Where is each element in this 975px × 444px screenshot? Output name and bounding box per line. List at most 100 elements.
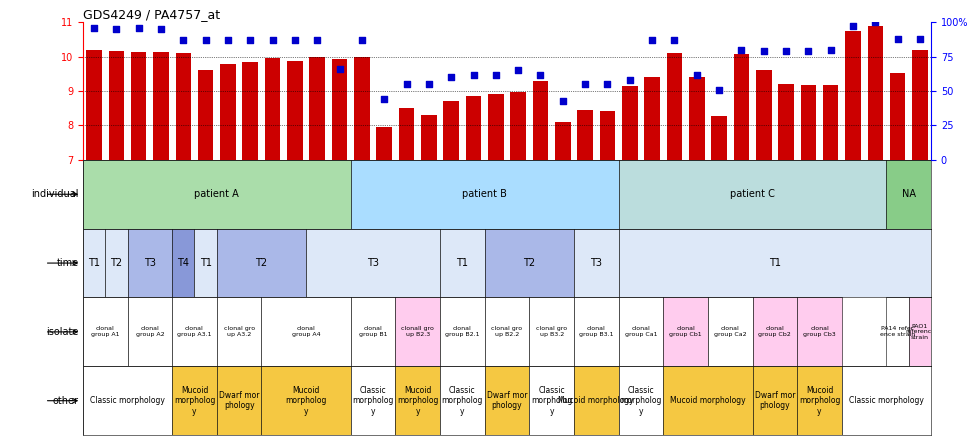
Text: Dwarf mor
phology: Dwarf mor phology bbox=[487, 391, 527, 410]
Point bbox=[800, 48, 816, 55]
Text: clonal
group A4: clonal group A4 bbox=[292, 326, 321, 337]
Text: time: time bbox=[57, 258, 79, 268]
Bar bbox=[216, 297, 261, 366]
Point bbox=[756, 48, 771, 55]
Bar bbox=[287, 61, 303, 160]
Bar bbox=[708, 297, 753, 366]
Bar bbox=[351, 366, 396, 435]
Bar bbox=[577, 110, 593, 160]
Bar bbox=[733, 54, 749, 160]
Point bbox=[667, 36, 682, 44]
Text: clonal
group Ca2: clonal group Ca2 bbox=[714, 326, 747, 337]
Bar bbox=[306, 229, 440, 297]
Bar bbox=[83, 160, 351, 229]
Point bbox=[600, 81, 615, 88]
Text: Classic morphology: Classic morphology bbox=[90, 396, 165, 405]
Bar bbox=[886, 297, 909, 366]
Bar bbox=[440, 297, 485, 366]
Text: clonall gro
up B2.3: clonall gro up B2.3 bbox=[402, 326, 434, 337]
Bar bbox=[376, 127, 392, 160]
Bar bbox=[421, 115, 437, 160]
Bar bbox=[444, 101, 459, 160]
Point bbox=[845, 23, 861, 30]
Bar bbox=[618, 366, 663, 435]
Point bbox=[689, 71, 705, 78]
Bar bbox=[753, 297, 798, 366]
Point bbox=[733, 46, 749, 53]
Bar bbox=[105, 229, 128, 297]
Bar bbox=[600, 111, 615, 160]
Bar bbox=[396, 366, 440, 435]
Point bbox=[868, 19, 883, 26]
Bar bbox=[131, 52, 146, 160]
Point bbox=[913, 35, 928, 42]
Bar bbox=[529, 297, 574, 366]
Text: Classic
morpholog
y: Classic morpholog y bbox=[352, 386, 394, 416]
Point bbox=[890, 35, 906, 42]
Bar bbox=[841, 366, 931, 435]
Bar bbox=[176, 53, 191, 160]
Bar bbox=[555, 122, 570, 160]
Text: Mucoid morphology: Mucoid morphology bbox=[559, 396, 634, 405]
Text: Mucoid
morpholog
y: Mucoid morpholog y bbox=[174, 386, 215, 416]
Text: Dwarf mor
phology: Dwarf mor phology bbox=[218, 391, 259, 410]
Bar bbox=[868, 26, 883, 160]
Bar bbox=[753, 366, 798, 435]
Bar bbox=[86, 50, 101, 160]
Bar bbox=[466, 96, 482, 160]
Bar bbox=[173, 229, 194, 297]
Text: clonal
group A1: clonal group A1 bbox=[91, 326, 120, 337]
Text: Classic
morpholog
y: Classic morpholog y bbox=[442, 386, 483, 416]
Text: Mucoid
morpholog
y: Mucoid morpholog y bbox=[397, 386, 439, 416]
Bar bbox=[689, 76, 705, 160]
Point bbox=[532, 71, 548, 78]
Bar bbox=[618, 160, 886, 229]
Text: Mucoid
morpholog
y: Mucoid morpholog y bbox=[799, 386, 840, 416]
Bar bbox=[778, 84, 794, 160]
Bar bbox=[173, 297, 216, 366]
Bar bbox=[220, 64, 236, 160]
Bar bbox=[510, 92, 526, 160]
Bar bbox=[332, 59, 347, 160]
Point bbox=[421, 81, 437, 88]
Point bbox=[466, 71, 482, 78]
Bar bbox=[823, 85, 838, 160]
Bar bbox=[83, 297, 128, 366]
Bar bbox=[488, 95, 504, 160]
Point bbox=[444, 74, 459, 81]
Text: T3: T3 bbox=[367, 258, 379, 268]
Bar bbox=[354, 57, 370, 160]
Text: clonal
group A3.1: clonal group A3.1 bbox=[177, 326, 212, 337]
Bar bbox=[261, 297, 351, 366]
Text: clonal
group B1: clonal group B1 bbox=[359, 326, 387, 337]
Text: clonal gro
up B2.2: clonal gro up B2.2 bbox=[491, 326, 523, 337]
Text: NA: NA bbox=[902, 189, 916, 199]
Bar bbox=[198, 71, 214, 160]
Text: clonal
group B2.1: clonal group B2.1 bbox=[446, 326, 480, 337]
Bar bbox=[909, 297, 931, 366]
Text: Dwarf mor
phology: Dwarf mor phology bbox=[755, 391, 796, 410]
Text: clonal
group B3.1: clonal group B3.1 bbox=[579, 326, 613, 337]
Point bbox=[198, 36, 214, 44]
Text: T2: T2 bbox=[524, 258, 535, 268]
Text: patient C: patient C bbox=[730, 189, 775, 199]
Bar bbox=[574, 229, 618, 297]
Point bbox=[243, 36, 258, 44]
Text: T3: T3 bbox=[590, 258, 603, 268]
Bar bbox=[396, 297, 440, 366]
Point bbox=[510, 67, 526, 74]
Bar bbox=[216, 366, 261, 435]
Point bbox=[644, 36, 660, 44]
Bar bbox=[128, 229, 173, 297]
Bar bbox=[485, 229, 574, 297]
Point bbox=[265, 36, 281, 44]
Text: Classic
morpholog
y: Classic morpholog y bbox=[531, 386, 572, 416]
Bar bbox=[574, 297, 618, 366]
Bar bbox=[351, 297, 396, 366]
Text: clonal
group Cb2: clonal group Cb2 bbox=[759, 326, 792, 337]
Text: GDS4249 / PA4757_at: GDS4249 / PA4757_at bbox=[83, 8, 220, 21]
Bar bbox=[756, 70, 771, 160]
Text: patient B: patient B bbox=[462, 189, 507, 199]
Bar bbox=[913, 50, 928, 160]
Bar bbox=[532, 81, 548, 160]
